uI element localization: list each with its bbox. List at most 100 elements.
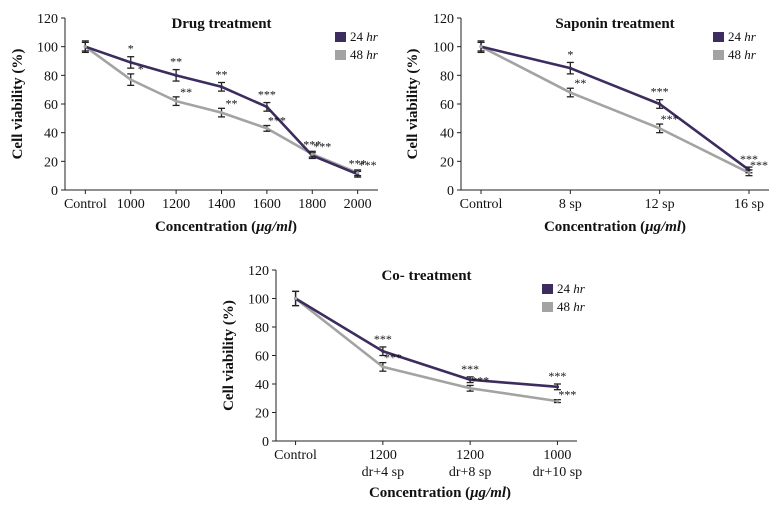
y-tick-label: 120 — [37, 12, 58, 27]
significance-label: *** — [461, 362, 479, 376]
y-tick-label: 120 — [433, 12, 454, 27]
y-axis-label: Cell viability (%) — [405, 49, 421, 160]
data-point — [265, 126, 269, 130]
data-point — [83, 45, 87, 49]
legend-label: 48 hr — [557, 299, 586, 314]
x-axis-label-text: Concentration ( — [155, 219, 256, 235]
y-tick-label: 20 — [440, 155, 454, 170]
significance-label: *** — [471, 373, 489, 387]
significance-label: *** — [558, 388, 576, 402]
data-point — [468, 386, 472, 390]
legend-swatch — [335, 32, 346, 42]
chart-panel-3: 0 20 40 60 80 100 120 Control 1200 dr+4 sp 1200 dr+… — [221, 264, 586, 501]
chart-title: Drug treatment — [171, 16, 271, 32]
legend-label-value: 48 — [350, 47, 366, 62]
chart-panel-2: 0 20 40 60 80 100 120 Control 8 sp 12 sp 16 sp Sapo… — [405, 12, 769, 235]
data-point — [555, 399, 560, 403]
significance-label: ** — [574, 76, 586, 90]
y-tick-label: 20 — [44, 155, 58, 170]
significance-label: *** — [740, 152, 758, 166]
data-point — [658, 102, 662, 106]
x-tick-label: 1000 — [543, 448, 571, 463]
data-point — [265, 105, 269, 109]
y-tick-label: 40 — [440, 127, 454, 142]
x-tick-label: 2000 — [344, 197, 372, 212]
data-point — [568, 90, 572, 95]
legend-item: 48 hr — [542, 299, 586, 314]
y-tick-label: 60 — [44, 98, 58, 113]
data-point — [555, 385, 560, 389]
data-point — [381, 365, 385, 369]
series-line-2 — [294, 297, 558, 403]
legend-item: 24 hr — [713, 29, 757, 44]
x-tick-label: 1800 — [298, 197, 326, 212]
x-tick-label: 1600 — [253, 197, 281, 212]
data-point — [479, 45, 483, 49]
series-line-2 — [480, 45, 750, 174]
data-point — [468, 378, 472, 382]
data-point — [747, 171, 751, 175]
x-axis-label: Concentration (μg/ml) — [369, 485, 511, 501]
legend-label-unit: hr — [744, 47, 757, 62]
y-tick-label: 0 — [447, 184, 454, 199]
significance-label: *** — [303, 138, 321, 152]
legend-label: 48 hr — [728, 47, 757, 62]
significance-label: *** — [349, 156, 367, 170]
significance-label: *** — [359, 158, 377, 172]
significance-label: *** — [661, 112, 679, 126]
chart-panel-1: 0 20 40 60 80 100 120 Control 1000 1200 1400 1600 18… — [10, 12, 379, 235]
legend-label-value: 24 — [350, 29, 366, 44]
significance-label: *** — [374, 332, 392, 346]
y-tick-label: 80 — [255, 321, 269, 336]
legend-label-value: 48 — [728, 47, 744, 62]
x-tick-label: dr+8 sp — [449, 465, 492, 480]
data-point — [356, 171, 360, 175]
y-tick-label: 0 — [51, 184, 58, 199]
y-tick-label: 80 — [440, 69, 454, 84]
y-tick-label: 20 — [255, 407, 269, 422]
significance-label: *** — [268, 114, 286, 128]
significance-label: * — [567, 47, 573, 61]
x-axis-label-unit: μg/ml — [469, 485, 507, 501]
data-point — [174, 73, 178, 77]
x-tick-label: 1000 — [117, 197, 145, 212]
x-tick-label: 16 sp — [734, 197, 764, 212]
data-point — [219, 85, 224, 89]
series-line-1 — [294, 297, 558, 389]
data-point — [129, 78, 133, 82]
significance-label: *** — [750, 158, 768, 172]
x-axis-label-text: Concentration ( — [369, 485, 470, 501]
legend-item: 24 hr — [542, 281, 586, 296]
x-tick-label: 1200 — [162, 197, 190, 212]
significance-label: * — [128, 42, 134, 56]
legend-swatch — [542, 302, 553, 312]
legend-label: 24 hr — [728, 29, 757, 44]
x-tick-label: 8 sp — [559, 197, 582, 212]
legend-label-unit: hr — [573, 281, 586, 296]
x-axis-label-unit: μg/ml — [644, 219, 682, 235]
y-tick-label: 100 — [37, 41, 58, 56]
y-tick-label: 0 — [262, 435, 269, 450]
x-axis-label-close: ) — [681, 219, 686, 235]
chart-title: Saponin treatment — [555, 16, 674, 32]
significance-label: ** — [216, 68, 228, 82]
y-tick-label: 40 — [44, 127, 58, 142]
legend-label-value: 48 — [557, 299, 573, 314]
x-tick-label: 1400 — [208, 197, 236, 212]
legend-label-value: 24 — [557, 281, 573, 296]
x-tick-label: Control — [274, 448, 317, 463]
data-point — [219, 111, 224, 115]
legend-label-value: 24 — [728, 29, 744, 44]
x-axis-label: Concentration (μg/ml) — [155, 219, 297, 235]
legend-swatch — [713, 50, 724, 60]
data-point — [310, 152, 314, 156]
significance-label: ** — [226, 96, 238, 110]
x-tick-label: 12 sp — [645, 197, 675, 212]
y-tick-label: 120 — [248, 264, 269, 279]
x-axis-label-unit: μg/ml — [255, 219, 293, 235]
y-tick-label: 60 — [255, 350, 269, 365]
y-axis-label: Cell viability (%) — [10, 49, 26, 160]
significance-label: *** — [548, 369, 566, 383]
legend-label-unit: hr — [573, 299, 586, 314]
